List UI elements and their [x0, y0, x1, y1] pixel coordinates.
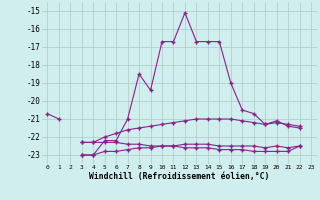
X-axis label: Windchill (Refroidissement éolien,°C): Windchill (Refroidissement éolien,°C) [89, 172, 269, 181]
